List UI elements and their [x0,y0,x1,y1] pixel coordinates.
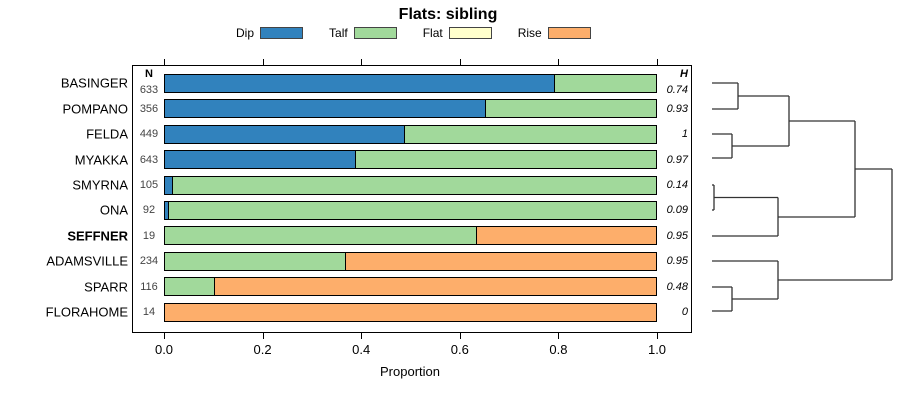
site-row-label: BASINGER [60,75,128,91]
x-axis-tick-label: 0.2 [253,342,272,357]
site-row-label: POMPANO [62,101,129,117]
legend-swatch-dip [260,27,304,39]
bar-segment-talf [168,200,657,220]
row-h-value: 0.95 [666,255,688,268]
row-n-value: 116 [140,280,158,293]
x-axis-tick [558,333,560,339]
row-h-value: 0.09 [666,204,688,217]
x-axis-tick-label: 0.8 [549,342,568,357]
x-axis-tick-label: 0.0 [154,342,174,357]
bar-segment-talf [354,150,657,170]
x-axis-tick-label: 0.6 [450,342,469,357]
legend-item-flat: Flat [423,26,492,40]
legend-swatch-rise [547,27,591,39]
bar-segment-talf [404,124,657,144]
x-axis-tick [164,333,165,339]
row-h-value: 0.74 [666,83,688,96]
row-h-value: 0.48 [666,280,688,293]
row-n-value: 92 [142,204,156,217]
row-h-value: 0 [681,306,688,318]
legend-label: Rise [517,26,542,40]
x-axis-top-tick [558,59,560,65]
bar-segment-dip [164,150,357,170]
bar-segment-rise [475,226,657,246]
row-h-value: 0.95 [666,229,688,242]
row-n-value: 14 [142,306,156,318]
row-n-value: 356 [139,102,159,115]
site-row-label: ADAMSVILLE [46,253,128,269]
row-n-value: 105 [139,179,159,191]
x-axis-top-tick [164,59,165,65]
legend-label: Dip [236,26,255,40]
x-axis-top-tick [262,59,264,65]
row-n-value: 234 [139,255,159,268]
x-axis-tick [262,333,264,339]
x-axis-tick-label: 0.4 [352,342,371,357]
x-axis-top-tick [459,59,461,65]
column-header-h: H [680,68,688,80]
site-row-label: SMYRNA [72,177,128,193]
legend-swatch-talf [353,27,397,39]
x-axis-title: Proportion [380,364,440,379]
site-row-label: FELDA [86,126,128,142]
x-axis-tick-label: 1.0 [647,342,667,357]
x-axis-top-tick [361,59,363,65]
legend-label: Talf [329,26,348,40]
bar-segment-dip [164,99,487,119]
bar-segment-rise [344,251,657,271]
site-row-label: SEFFNER [67,228,128,244]
site-row-label: MYAKKA [74,152,128,168]
column-header-n: N [145,68,153,80]
site-row-label: SPARR [84,279,128,295]
x-axis-tick [459,333,461,339]
bar-segment-talf [164,277,216,297]
site-row-label: FLORAHOME [45,304,128,320]
bar-segment-rise [164,302,657,322]
x-axis-tick [361,333,363,339]
legend-item-dip: Dip [236,26,304,40]
legend-swatch-flat [448,27,492,39]
site-row-label: ONA [99,202,128,218]
row-n-value: 643 [139,153,159,166]
row-h-value: 1 [681,128,688,141]
row-n-value: 449 [139,128,159,141]
bar-segment-talf [172,175,657,195]
bar-segment-dip [164,73,556,93]
row-h-value: 0.14 [666,179,688,191]
bar-segment-talf [164,226,478,246]
row-n-value: 19 [142,229,156,242]
bar-segment-rise [214,277,657,297]
bar-segment-talf [164,251,347,271]
chart-title: Flats: sibling [398,6,498,23]
x-axis-tick [657,333,658,339]
legend-item-talf: Talf [329,26,397,40]
bar-segment-talf [485,99,657,119]
row-h-value: 0.93 [666,102,688,115]
legend-label: Flat [422,26,443,40]
row-n-value: 633 [139,83,159,96]
row-h-value: 0.97 [666,153,688,166]
bar-segment-dip [164,124,406,144]
legend-item-rise: Rise [518,26,591,40]
x-axis-top-tick [657,59,658,65]
legend: Dip Talf Flat Rise [236,26,591,40]
bar-segment-talf [554,73,657,93]
plot-area-border [132,65,692,333]
